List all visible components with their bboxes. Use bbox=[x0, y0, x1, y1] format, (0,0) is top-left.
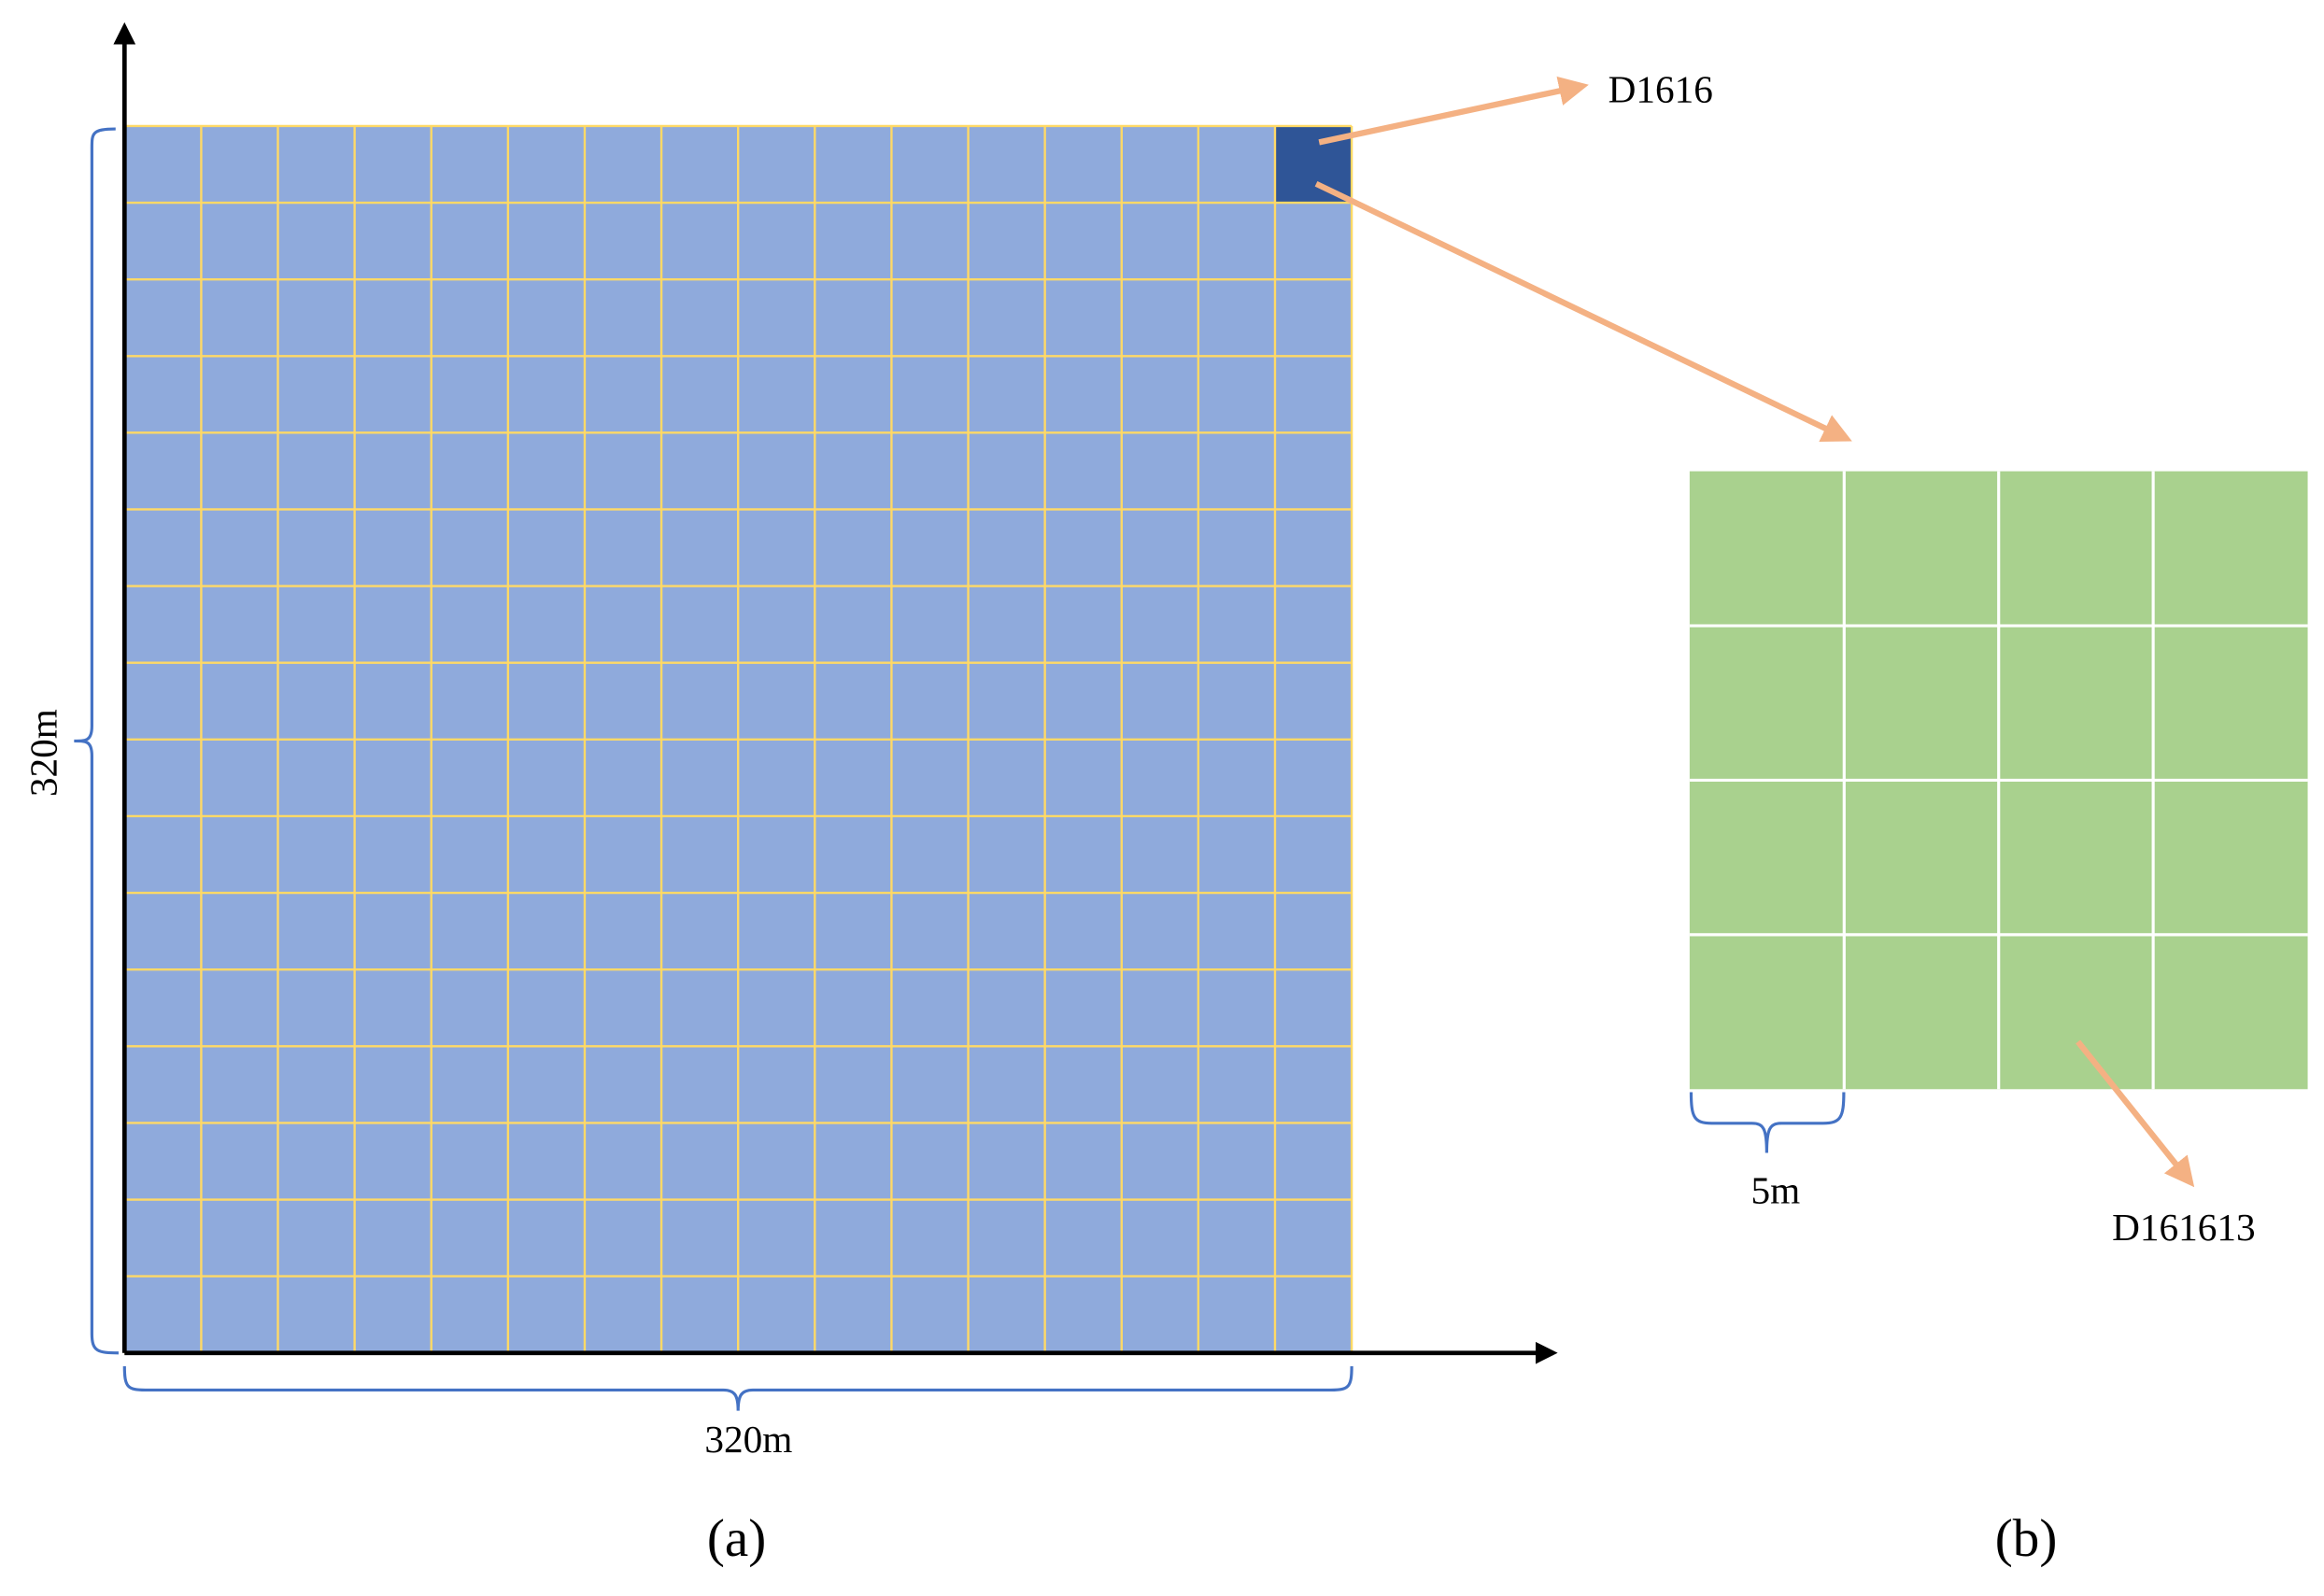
cell-label: D161613 bbox=[2112, 1206, 2256, 1249]
dimension-label: 5m bbox=[1751, 1168, 1801, 1211]
grid-b bbox=[1689, 471, 2308, 1090]
dimension-label: 320m bbox=[704, 1418, 792, 1461]
cell-label: D1616 bbox=[1608, 68, 1713, 111]
brace-cell bbox=[1689, 1092, 1846, 1153]
arrow bbox=[2076, 1039, 2195, 1188]
brace-x bbox=[122, 1366, 1353, 1411]
brace-y bbox=[74, 127, 119, 1355]
arrow bbox=[1314, 180, 1852, 443]
caption: (a) bbox=[707, 1509, 766, 1568]
dimension-label: 320m bbox=[21, 709, 64, 797]
caption: (b) bbox=[1995, 1509, 2058, 1568]
arrow bbox=[1318, 76, 1589, 146]
grid-a bbox=[123, 124, 1353, 1354]
